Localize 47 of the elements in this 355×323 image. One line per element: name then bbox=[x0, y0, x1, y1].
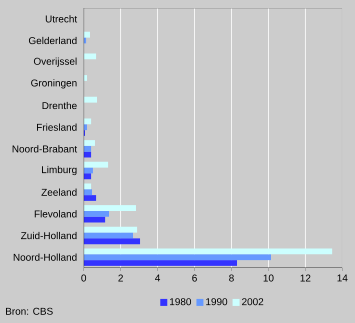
bar bbox=[84, 75, 88, 81]
x-tick-label: 12 bbox=[300, 274, 310, 282]
x-tick-label: 14 bbox=[338, 274, 348, 282]
y-tick-label: Friesland bbox=[37, 124, 77, 131]
bar bbox=[84, 173, 92, 180]
y-tick-label: Groningen bbox=[31, 79, 77, 88]
x-tick-label: 8 bbox=[229, 274, 234, 282]
bar bbox=[84, 146, 92, 152]
bar bbox=[84, 254, 272, 260]
x-tick-label: 2 bbox=[118, 274, 123, 282]
bar bbox=[84, 168, 93, 174]
y-tick-label: Overijssel bbox=[34, 58, 77, 67]
text: Bron: CBS bbox=[6, 308, 53, 315]
bar bbox=[84, 96, 97, 103]
x-tick-label: 4 bbox=[155, 274, 160, 282]
x-tick-label: 0 bbox=[81, 274, 86, 282]
bar bbox=[84, 189, 92, 196]
bar bbox=[84, 260, 238, 266]
bar bbox=[84, 232, 134, 238]
y-tick-label: Zeeland bbox=[41, 188, 77, 196]
bar bbox=[84, 195, 96, 201]
bar bbox=[84, 32, 90, 38]
y-tick-label: Noord-Brabant bbox=[12, 145, 78, 152]
legend-label: 1990 bbox=[206, 298, 228, 306]
y-tick-label: Utrecht bbox=[46, 15, 78, 22]
bar bbox=[84, 53, 96, 60]
bar bbox=[84, 216, 106, 223]
bar bbox=[84, 183, 92, 190]
bar bbox=[84, 248, 332, 254]
bar bbox=[84, 162, 108, 168]
bar bbox=[84, 118, 92, 124]
y-tick-label: Flevoland bbox=[34, 210, 77, 218]
x-tick-label: 10 bbox=[264, 274, 274, 282]
bar bbox=[84, 238, 140, 244]
bar bbox=[84, 226, 138, 233]
y-tick-label: Limburg bbox=[42, 166, 77, 176]
bar bbox=[84, 205, 136, 211]
y-tick-label: Noord-Holland bbox=[14, 254, 77, 261]
y-tick-label: Drenthe bbox=[42, 102, 77, 110]
x-tick-label: 6 bbox=[192, 274, 197, 282]
bar bbox=[84, 140, 95, 146]
legend-label: 1980 bbox=[170, 298, 192, 306]
y-tick-label: Zuid-Holland bbox=[21, 232, 77, 240]
bar bbox=[84, 152, 92, 158]
legend-label: 2002 bbox=[242, 298, 264, 306]
bar bbox=[84, 210, 110, 217]
y-tick-label: Gelderland bbox=[28, 36, 77, 44]
